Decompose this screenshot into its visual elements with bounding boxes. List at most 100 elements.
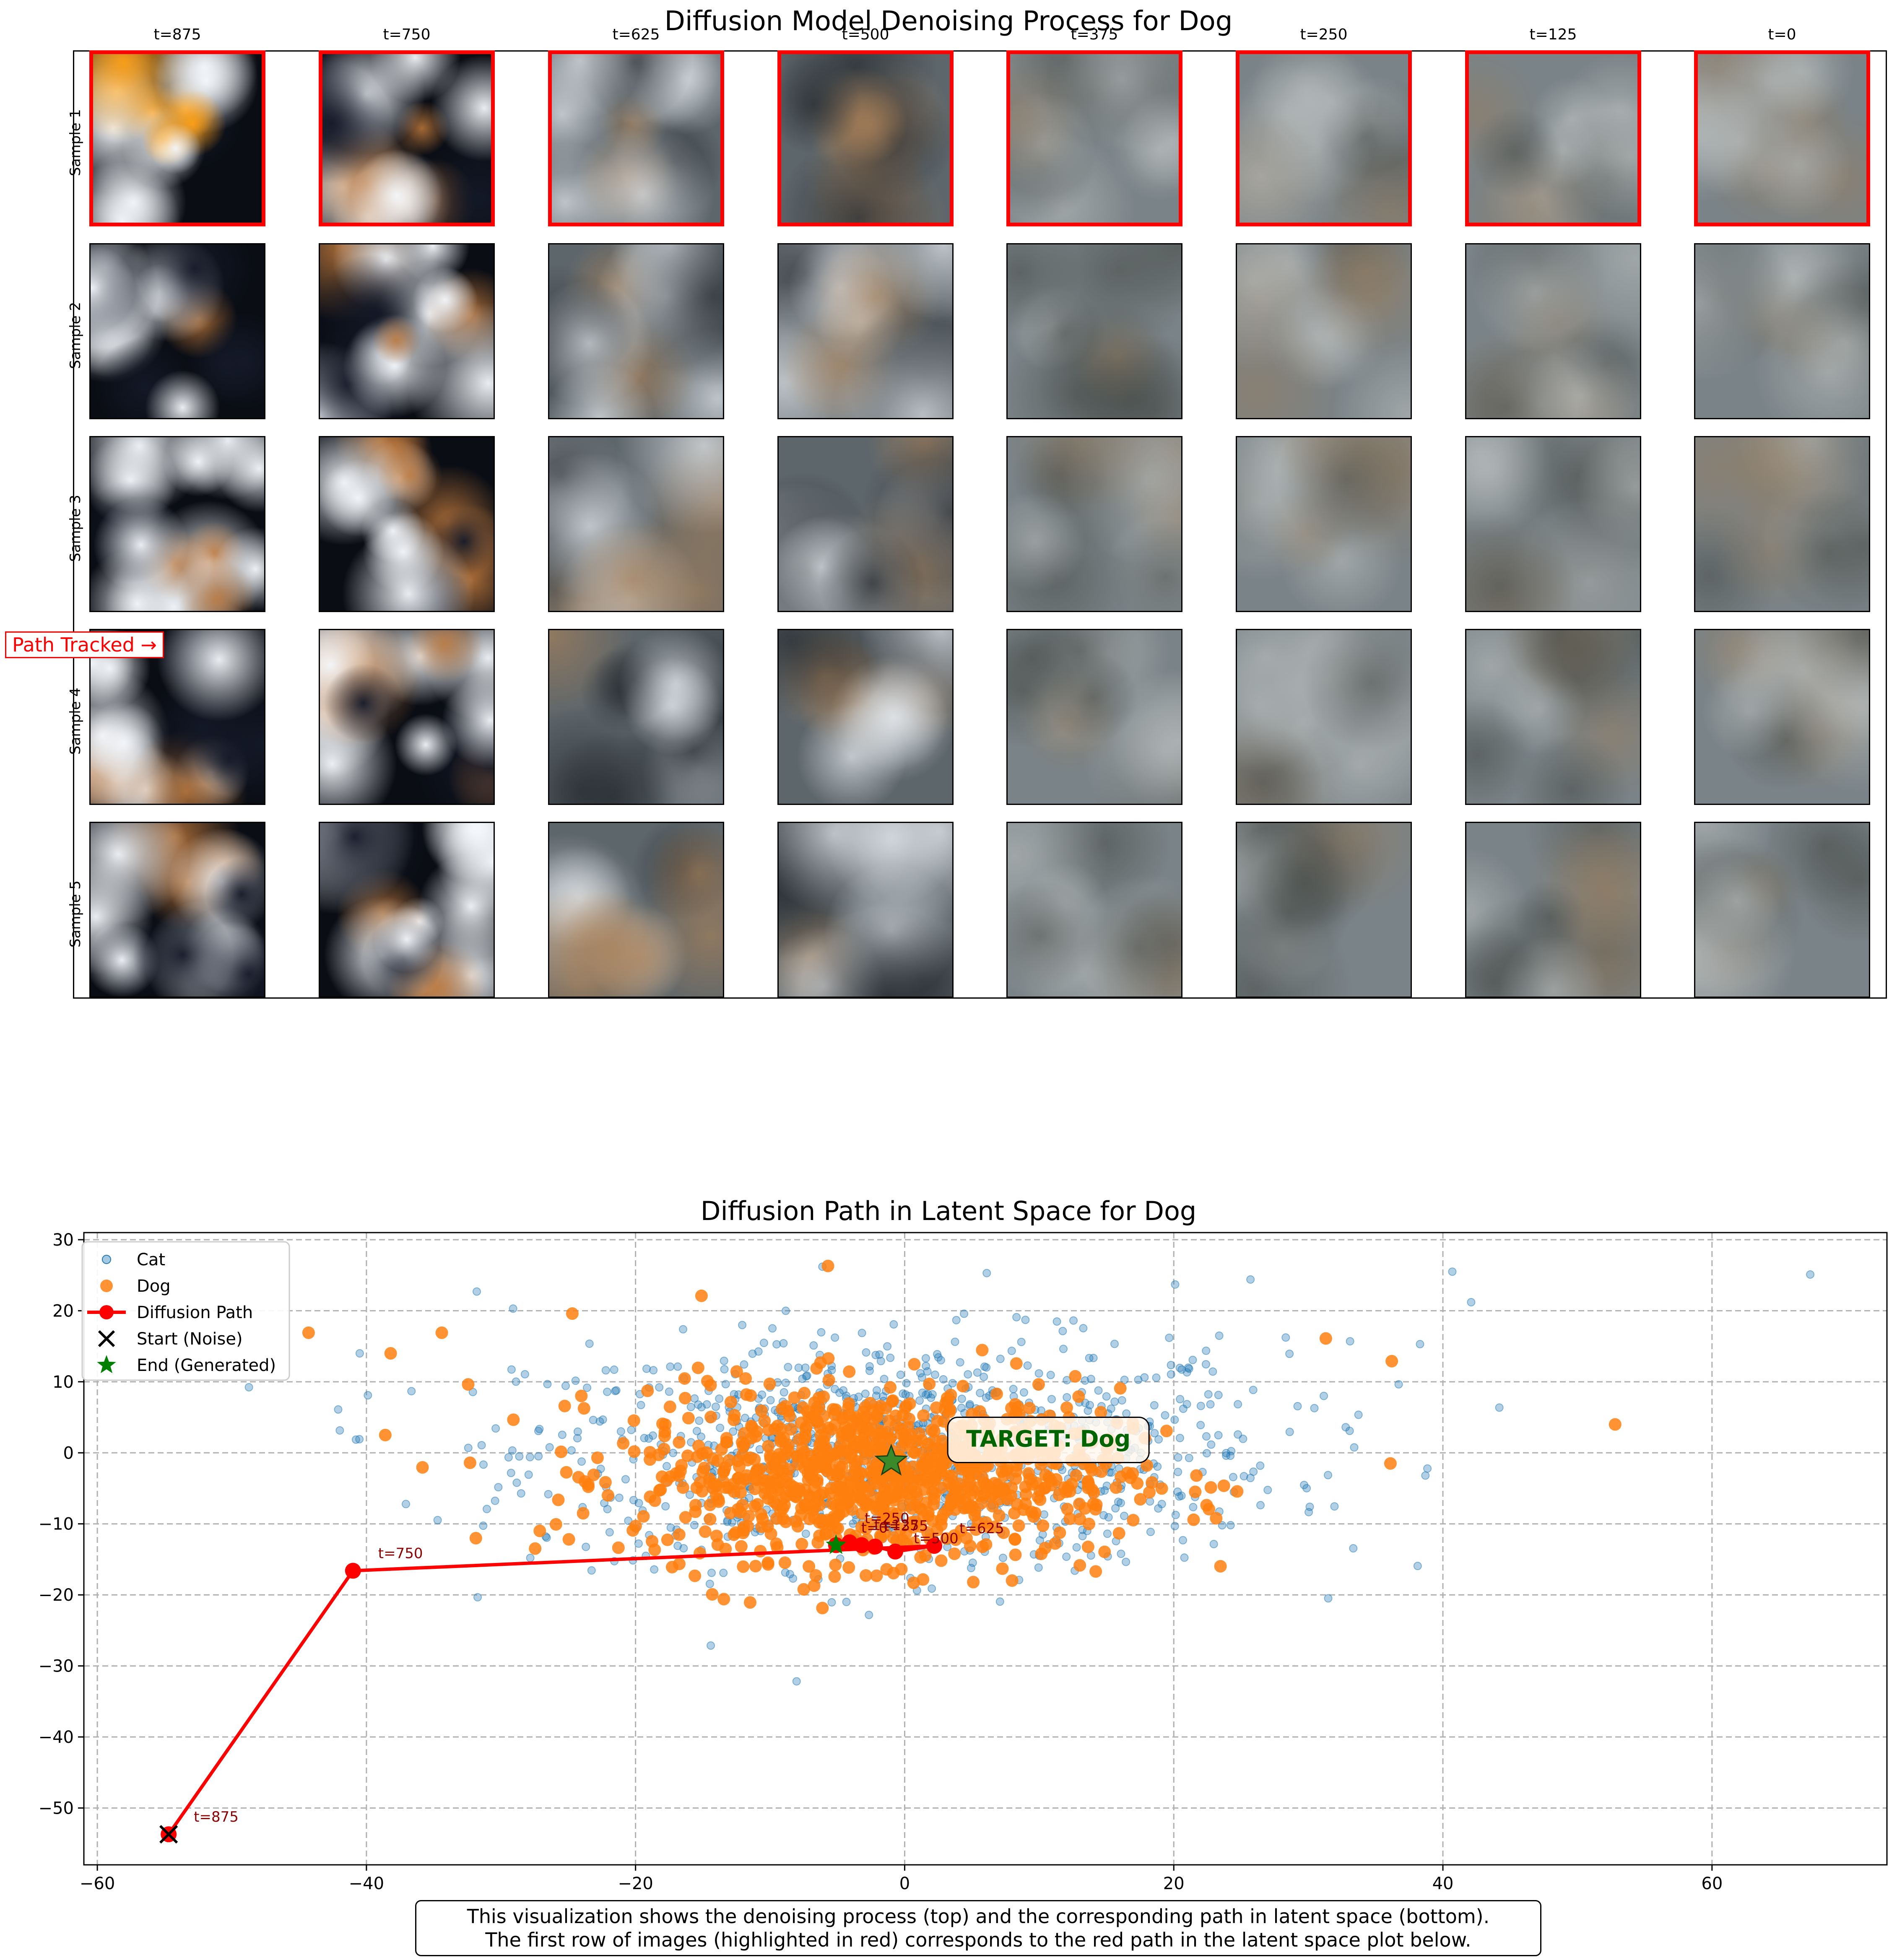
dog-point xyxy=(379,1428,392,1441)
cat-point xyxy=(972,1512,981,1521)
dog-point xyxy=(930,1524,943,1537)
sample-image xyxy=(548,822,724,998)
cat-point xyxy=(1117,1396,1126,1405)
dog-point xyxy=(917,1409,930,1422)
cat-point xyxy=(909,1440,917,1449)
dog-point xyxy=(737,1521,750,1534)
dog-point xyxy=(898,1485,911,1498)
cat-point xyxy=(1029,1474,1037,1482)
cat-point xyxy=(1004,1498,1013,1506)
cat-point xyxy=(947,1436,956,1445)
cat-point xyxy=(731,1370,740,1378)
cat-point xyxy=(1003,1480,1012,1488)
cat-point xyxy=(1031,1405,1039,1414)
cat-point xyxy=(907,1421,915,1430)
dog-point xyxy=(973,1405,986,1418)
dog-point xyxy=(661,1533,674,1546)
dog-point xyxy=(916,1446,929,1459)
dog-point xyxy=(899,1431,912,1444)
dog-point xyxy=(841,1496,854,1509)
cat-point xyxy=(1097,1461,1106,1469)
dog-point xyxy=(988,1445,1001,1458)
dog-point xyxy=(1022,1467,1035,1480)
dog-point xyxy=(741,1520,754,1533)
cat-point xyxy=(1102,1392,1111,1401)
dog-point xyxy=(858,1427,871,1440)
dog-point xyxy=(549,1518,562,1531)
cat-point xyxy=(863,1475,872,1483)
dog-point xyxy=(1073,1498,1086,1511)
dog-point xyxy=(736,1448,749,1461)
dog-point xyxy=(863,1517,876,1530)
sample-image xyxy=(89,243,265,419)
dog-point xyxy=(982,1438,995,1451)
cat-point xyxy=(787,1464,796,1473)
dog-point xyxy=(689,1499,702,1512)
dog-point xyxy=(1100,1443,1113,1456)
dog-point xyxy=(915,1460,928,1473)
cat-point xyxy=(871,1485,880,1494)
cat-point xyxy=(1222,1449,1231,1457)
dog-point xyxy=(907,1460,920,1473)
dog-point xyxy=(948,1529,961,1542)
cat-point xyxy=(768,1324,777,1333)
dog-point xyxy=(739,1372,752,1385)
cat-point xyxy=(1056,1462,1065,1471)
cat-point xyxy=(1189,1503,1198,1511)
cat-point xyxy=(879,1475,888,1484)
dog-point xyxy=(993,1493,1006,1506)
dog-point xyxy=(895,1563,908,1576)
dog-point xyxy=(1009,1472,1022,1485)
dog-point xyxy=(1021,1426,1034,1439)
cat-point xyxy=(760,1404,769,1413)
cat-point xyxy=(897,1423,906,1431)
dog-point xyxy=(810,1362,823,1375)
dog-point xyxy=(826,1497,839,1510)
dog-point xyxy=(806,1473,819,1486)
dog-point xyxy=(1052,1488,1065,1501)
cat-point xyxy=(943,1456,952,1465)
cat-point xyxy=(666,1362,675,1371)
dog-point xyxy=(1204,1481,1217,1494)
cat-point xyxy=(507,1365,516,1374)
dog-point xyxy=(811,1415,824,1428)
dog-point xyxy=(736,1499,749,1512)
cat-point xyxy=(827,1361,836,1370)
sample-image xyxy=(89,50,265,226)
cat-point xyxy=(830,1385,839,1394)
cat-point xyxy=(854,1481,863,1490)
dog-point xyxy=(709,1488,722,1501)
cat-point xyxy=(904,1503,913,1512)
cat-point xyxy=(980,1495,988,1504)
cat-point xyxy=(665,1387,673,1396)
cat-point xyxy=(706,1415,715,1424)
cat-point xyxy=(1806,1270,1815,1279)
cat-point xyxy=(907,1466,916,1475)
dog-point xyxy=(908,1536,921,1549)
cat-point xyxy=(1152,1373,1161,1382)
legend-marker xyxy=(102,1255,111,1264)
cat-point xyxy=(1071,1468,1080,1477)
cat-point xyxy=(600,1499,609,1508)
cat-point xyxy=(479,1460,488,1469)
dog-point xyxy=(754,1545,767,1558)
path-point-label: t=125 xyxy=(874,1517,919,1534)
dog-point xyxy=(1100,1451,1113,1464)
cat-point xyxy=(837,1508,846,1517)
y-tick-label: 20 xyxy=(52,1301,74,1321)
cat-point xyxy=(954,1481,963,1490)
cat-point xyxy=(1081,1424,1090,1433)
dog-point xyxy=(910,1435,923,1448)
cat-point xyxy=(593,1469,602,1478)
dog-point xyxy=(913,1502,926,1515)
dog-point xyxy=(1069,1370,1082,1383)
dog-point xyxy=(954,1420,967,1433)
cat-point xyxy=(800,1439,809,1448)
cat-point xyxy=(987,1451,996,1460)
dog-point xyxy=(1081,1540,1094,1553)
dog-point xyxy=(834,1439,847,1452)
dog-point xyxy=(833,1508,846,1521)
cat-point xyxy=(1028,1417,1037,1426)
cat-point xyxy=(790,1469,799,1477)
cat-point xyxy=(884,1511,893,1520)
